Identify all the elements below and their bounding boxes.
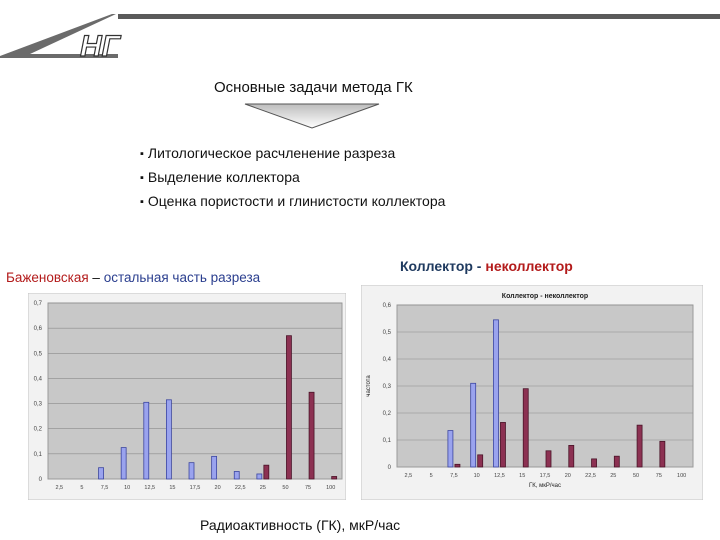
x-tick-label: 17,5 xyxy=(540,473,551,479)
x-tick-label: 50 xyxy=(633,473,639,479)
x-tick-label: 22,5 xyxy=(235,485,246,491)
x-tick-label: 10 xyxy=(474,473,480,479)
x-tick-label: 7,5 xyxy=(450,473,458,479)
y-tick-label: 0 xyxy=(39,477,43,483)
top-rule xyxy=(118,14,720,19)
bar-blue xyxy=(143,401,150,480)
left-chart-label: Баженовская – остальная часть разреза xyxy=(6,270,260,285)
bar-red xyxy=(636,424,643,468)
bar-red xyxy=(454,463,461,468)
y-tick-label: 0,1 xyxy=(383,438,392,444)
logo-text: НГ xyxy=(80,30,122,63)
bar-blue xyxy=(447,430,454,468)
x-tick-label: 5 xyxy=(430,473,433,479)
bar-blue xyxy=(188,462,195,480)
y-tick-label: 0,4 xyxy=(34,376,43,382)
x-tick-label: 12,5 xyxy=(494,473,505,479)
y-axis-title: частота xyxy=(366,375,372,397)
x-tick-label: 7,5 xyxy=(101,485,109,491)
bar-red xyxy=(331,476,338,480)
down-triangle-icon xyxy=(244,103,380,129)
bar-red xyxy=(308,391,315,480)
bar-red xyxy=(263,464,270,480)
x-axis-caption: Радиоактивность (ГК), мкР/час xyxy=(200,517,401,533)
y-tick-label: 0,2 xyxy=(34,427,43,433)
bar-blue xyxy=(493,319,499,468)
bar-blue xyxy=(470,382,477,468)
y-tick-label: 0,3 xyxy=(383,384,392,390)
bar-blue xyxy=(166,399,172,480)
task-item: Литологическое расчленение разреза xyxy=(140,142,445,166)
x-tick-label: 15 xyxy=(519,473,525,479)
x-tick-label: 100 xyxy=(677,473,686,479)
x-tick-label: 5 xyxy=(80,485,83,491)
x-tick-label: 75 xyxy=(656,473,662,479)
y-tick-label: 0,5 xyxy=(383,330,392,336)
bar-blue xyxy=(233,471,240,480)
right-chart-label: Коллектор - неколлектор xyxy=(400,258,573,274)
y-tick-label: 0,6 xyxy=(34,326,43,332)
x-tick-label: 100 xyxy=(326,485,335,491)
right-histogram: Коллектор - неколлектор 0 0,1 0,2 0,3 0,4 0,5 0… xyxy=(361,285,703,500)
x-axis-title: ГК, мкР/час xyxy=(529,483,561,489)
plot-area xyxy=(47,302,343,480)
ng-logo: НГ xyxy=(0,14,122,64)
label-sep: – xyxy=(88,270,104,285)
x-tick-label: 15 xyxy=(169,485,175,491)
label-sep: - xyxy=(472,258,486,274)
y-tick-label: 0,7 xyxy=(34,301,43,307)
task-item: Выделение коллектора xyxy=(140,166,445,190)
label-rest: остальная часть разреза xyxy=(103,270,261,285)
bar-red xyxy=(659,440,666,468)
y-tick-label: 0,5 xyxy=(34,351,43,357)
bar-red xyxy=(522,388,529,468)
x-tick-label: 12,5 xyxy=(144,485,155,491)
page-title: Основные задачи метода ГК xyxy=(214,79,413,96)
chart-title: Коллектор - неколлектор xyxy=(502,293,588,300)
bar-red xyxy=(477,454,484,468)
label-collector: Коллектор xyxy=(400,258,473,274)
x-tick-label: 25 xyxy=(610,473,616,479)
y-tick-label: 0,4 xyxy=(383,357,392,363)
task-list: Литологическое расчленение разреза Выдел… xyxy=(140,142,446,214)
x-tick-label: 20 xyxy=(565,473,571,479)
x-tick-label: 2,5 xyxy=(55,485,63,491)
left-histogram: 0 0,1 0,2 0,3 0,4 0,5 0,6 0,7 2,5 5 7,5 10 12,5 15 17,… xyxy=(28,293,346,500)
bar-red xyxy=(545,450,552,468)
bar-blue xyxy=(120,447,127,480)
bar-red xyxy=(591,458,597,468)
bar-red xyxy=(286,335,292,480)
y-tick-label: 0,3 xyxy=(34,402,43,408)
x-tick-label: 10 xyxy=(124,485,130,491)
label-noncollector: неколлектор xyxy=(485,258,573,274)
bar-blue xyxy=(256,473,263,480)
x-tick-label: 17,5 xyxy=(190,485,201,491)
x-tick-label: 25 xyxy=(260,485,266,491)
bar-blue xyxy=(211,455,218,480)
y-tick-label: 0 xyxy=(388,465,392,471)
y-tick-label: 0,2 xyxy=(383,411,392,417)
bar-red xyxy=(500,422,506,468)
x-tick-label: 2,5 xyxy=(405,473,413,479)
y-tick-label: 0,6 xyxy=(383,303,392,309)
bar-red xyxy=(613,455,620,468)
task-item: Оценка пористости и глинистости коллекто… xyxy=(140,190,446,214)
label-bazhenov: Баженовская xyxy=(6,270,89,285)
x-tick-label: 20 xyxy=(215,485,221,491)
bar-red xyxy=(568,444,575,468)
bar-blue xyxy=(98,467,104,480)
x-tick-label: 75 xyxy=(305,485,311,491)
y-tick-label: 0,1 xyxy=(34,452,43,458)
x-tick-label: 50 xyxy=(282,485,288,491)
x-tick-label: 22,5 xyxy=(585,473,596,479)
